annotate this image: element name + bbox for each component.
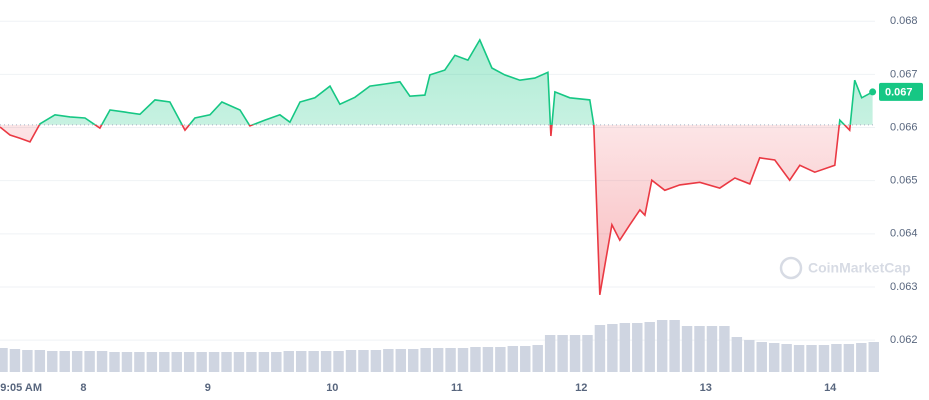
watermark: CoinMarketCap (779, 256, 911, 280)
volume-bar (532, 345, 543, 372)
volume-bar (159, 352, 170, 372)
volume-bar (233, 352, 245, 372)
volume-bar (744, 340, 755, 372)
volume-bar (843, 344, 855, 372)
volume-bar (408, 349, 419, 372)
x-tick-label: 8 (80, 382, 86, 394)
line-up (38, 38, 873, 125)
volume-bar (246, 352, 257, 372)
volume-bar (582, 335, 593, 372)
volume-bar (457, 348, 469, 372)
x-tick-label: 9:05 AM (0, 382, 42, 394)
volume-bar (607, 324, 618, 372)
x-tick-label: 9 (205, 382, 211, 394)
volume-bar (320, 351, 332, 372)
volume-bar (258, 352, 270, 372)
volume-bar (121, 352, 133, 372)
volume-bar (96, 351, 108, 372)
watermark-text: CoinMarketCap (808, 260, 911, 276)
volume-bar (868, 342, 879, 372)
volume-bar (520, 346, 531, 372)
volume-bar (221, 352, 232, 372)
volume-bar (84, 351, 95, 372)
volume-bar (134, 352, 145, 372)
volume-bar (557, 335, 568, 372)
area-up (39, 39, 873, 125)
volume-bar (445, 348, 456, 372)
volume-bar (669, 320, 680, 372)
volume-bar (308, 351, 319, 372)
y-tick-label: 0.067 (890, 68, 918, 80)
volume-bar (681, 326, 693, 372)
volume-bar (818, 345, 830, 372)
volume-bar (706, 326, 718, 372)
y-tick-label: 0.068 (890, 15, 918, 27)
volume-bar (34, 350, 46, 372)
volume-bar (283, 351, 294, 372)
volume-bar (781, 344, 792, 372)
volume-bar (432, 348, 444, 372)
volume-bar (171, 352, 182, 372)
volume-bar (507, 346, 519, 372)
volume-bar (370, 350, 382, 372)
volume-bar (383, 349, 394, 372)
volume-bar (109, 352, 120, 372)
volume-bar (731, 337, 743, 372)
volume-bar (47, 351, 58, 372)
volume-bar (644, 322, 655, 372)
volume-bar (482, 347, 494, 372)
y-tick-label: 0.065 (890, 175, 918, 187)
volume-bar (0, 348, 8, 372)
volume-bar (806, 345, 817, 372)
volume-bar (544, 335, 556, 372)
x-tick-label: 12 (575, 382, 587, 394)
volume-bar (495, 347, 506, 372)
x-tick-label: 10 (326, 382, 338, 394)
area-down (0, 124, 873, 295)
y-tick-label: 0.064 (890, 228, 918, 240)
volume-bar (183, 352, 195, 372)
volume-bar (768, 343, 780, 372)
volume-bar (569, 335, 581, 372)
volume-bar (333, 351, 344, 372)
x-tick-label: 14 (824, 382, 837, 394)
volume-bar (831, 344, 842, 372)
volume-bar (271, 352, 282, 372)
price-tag-label: 0.067 (885, 86, 913, 98)
volume-bar (619, 323, 631, 372)
y-tick-label: 0.063 (890, 281, 918, 293)
volume-bar (59, 351, 70, 372)
volume-bar (470, 347, 481, 372)
volume-bar (395, 349, 407, 372)
x-tick-label: 11 (451, 382, 463, 394)
y-tick-label: 0.062 (890, 334, 918, 346)
volume-bar (694, 326, 705, 372)
volume-bar (358, 350, 369, 372)
volume-bar (656, 320, 668, 372)
volume-bar (756, 342, 767, 372)
volume-bar (22, 350, 33, 372)
y-tick-label: 0.066 (890, 121, 918, 133)
volume-bar (9, 349, 21, 372)
volume-bar (793, 345, 805, 372)
volume-bar (632, 323, 643, 372)
last-point (869, 88, 877, 96)
price-tag (879, 82, 923, 101)
line-down (0, 124, 852, 296)
volume-bar (208, 352, 220, 372)
volume-bar (719, 326, 730, 372)
x-tick-label: 13 (700, 382, 712, 394)
volume-bar (295, 351, 307, 372)
volume-bar (71, 351, 83, 372)
volume-bar (146, 352, 158, 372)
volume-bar (345, 350, 357, 372)
volume-bar (420, 348, 431, 372)
volume-bar (196, 352, 207, 372)
volume-bar (594, 325, 606, 372)
volume-bar (856, 343, 867, 372)
